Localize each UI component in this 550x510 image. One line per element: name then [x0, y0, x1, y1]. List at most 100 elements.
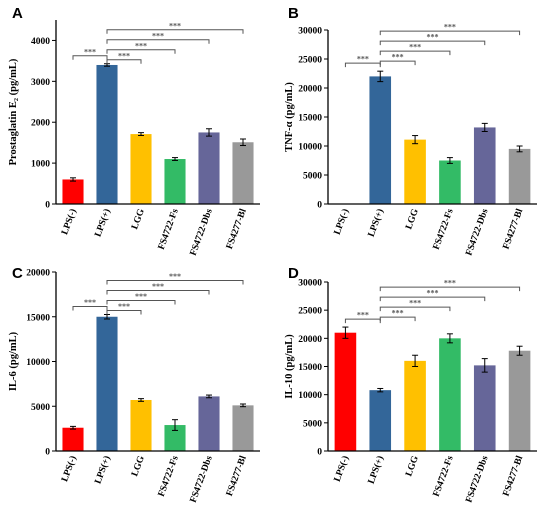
- y-tick-label: 30000: [298, 27, 322, 37]
- bar: [164, 159, 186, 204]
- y-tick-label: 25000: [298, 56, 322, 66]
- x-tick-label: FS4722-Dbs: [189, 207, 215, 257]
- significance-label: ***: [409, 43, 421, 52]
- y-tick-label: 15000: [298, 363, 322, 373]
- significance-bracket: [106, 39, 210, 44]
- bar: [404, 139, 426, 204]
- bar: [130, 134, 152, 204]
- x-tick-label: FS4722-Fs: [157, 454, 181, 498]
- y-axis-label: TNF-α (pg/mL): [284, 82, 295, 152]
- significance-bracket: [106, 49, 176, 54]
- y-tick-label: 20000: [26, 269, 50, 279]
- x-tick-label: LPS(+): [93, 207, 113, 238]
- significance-label: ***: [357, 311, 369, 320]
- x-tick-label: FS4277-Bl: [502, 207, 526, 250]
- significance-bracket: [379, 286, 521, 292]
- y-tick-label: 20000: [298, 85, 322, 95]
- significance-label: ***: [152, 282, 164, 291]
- significance-bracket: [106, 310, 142, 315]
- significance-bracket: [72, 306, 108, 311]
- significance-label: ***: [357, 55, 369, 64]
- x-tick-label: FS4277-Bl: [225, 207, 249, 250]
- bar: [439, 338, 461, 451]
- significance-label: ***: [169, 272, 181, 281]
- x-tick-label: FS4722-Dbs: [189, 454, 215, 504]
- significance-bracket: [379, 40, 486, 46]
- bar: [473, 365, 496, 451]
- x-tick-label: FS4722-Fs: [157, 207, 181, 251]
- y-tick-label: 5000: [303, 419, 322, 429]
- significance-label: ***: [427, 33, 439, 42]
- x-tick-label: FS4722-Dbs: [464, 207, 490, 257]
- y-tick-label: 20000: [298, 335, 322, 345]
- x-tick-label: LPS(+): [366, 207, 386, 238]
- bar: [439, 160, 461, 204]
- x-tick-label: FS4722-Fs: [432, 454, 456, 498]
- x-tick-label: LPS(-): [59, 207, 79, 236]
- significance-bracket: [106, 300, 176, 305]
- panel-letter: B: [288, 5, 299, 22]
- chart-panel-a: A 0 1000 2000 3000 4000 Prostaglatin E₂ (pg/mL…: [8, 5, 260, 257]
- significance-label: ***: [152, 31, 164, 40]
- significance-bracket: [106, 59, 142, 64]
- bar: [164, 425, 186, 451]
- bar: [334, 332, 357, 451]
- x-tick-label: LGG: [130, 207, 147, 231]
- y-tick-label: 1000: [31, 160, 50, 170]
- bar: [369, 390, 392, 451]
- y-axis-label: IL-10 (pg/mL): [284, 334, 295, 399]
- y-tick-label: 10000: [298, 391, 322, 401]
- significance-bracket: [379, 296, 486, 302]
- panel-letter: A: [12, 5, 23, 22]
- y-tick-label: 5000: [303, 172, 322, 182]
- x-tick-label: LGG: [404, 207, 421, 231]
- y-tick-label: 15000: [26, 313, 50, 323]
- significance-bracket: [106, 290, 210, 295]
- y-tick-label: 4000: [31, 37, 50, 47]
- bar: [62, 427, 84, 451]
- chart-panel-c: C 0 5000 10000 15000 20000 IL-6 (pg/mL) *** *** *…: [8, 265, 260, 504]
- significance-label: ***: [84, 298, 96, 307]
- significance-label: ***: [444, 23, 456, 32]
- y-tick-label: 3000: [31, 78, 50, 88]
- y-tick-label: 0: [317, 201, 322, 211]
- bar: [369, 76, 392, 204]
- y-tick-label: 15000: [298, 114, 322, 124]
- bar: [198, 396, 220, 451]
- x-tick-label: LPS(+): [366, 454, 386, 485]
- x-tick-label: LPS(-): [332, 454, 352, 483]
- significance-bracket: [379, 50, 451, 56]
- x-tick-label: FS4277-Bl: [225, 454, 249, 497]
- bar: [62, 179, 84, 204]
- y-tick-label: 30000: [298, 279, 322, 289]
- bar: [198, 132, 220, 204]
- bar: [96, 64, 118, 204]
- y-axis-label: Prostaglatin E₂ (pg/mL): [8, 58, 19, 165]
- chart-panel-d: D 0 5000 10000 15000 20000 25000 30000 IL-10 (pg…: [284, 265, 537, 504]
- y-tick-label: 2000: [31, 119, 50, 129]
- x-tick-label: FS4277-Bl: [502, 454, 526, 497]
- x-tick-label: LGG: [130, 454, 147, 478]
- bar: [96, 316, 118, 451]
- significance-label: ***: [169, 21, 181, 30]
- significance-label: ***: [392, 309, 404, 318]
- panel-letter: C: [12, 265, 23, 282]
- significance-label: ***: [84, 47, 96, 56]
- x-tick-label: LPS(-): [332, 207, 352, 236]
- bar: [508, 148, 531, 204]
- significance-label: ***: [444, 279, 456, 288]
- chart-panel-b: B 0 5000 10000 15000 20000 25000 30000 TNF-α (pg…: [284, 5, 537, 257]
- x-tick-label: FS4722-Fs: [432, 207, 456, 251]
- significance-label: ***: [392, 53, 404, 62]
- y-tick-label: 25000: [298, 307, 322, 317]
- significance-bracket: [379, 316, 416, 322]
- bar: [232, 142, 254, 204]
- panel-letter: D: [288, 265, 299, 282]
- y-tick-label: 0: [45, 201, 50, 211]
- significance-bracket: [379, 306, 451, 312]
- significance-label: ***: [118, 51, 130, 60]
- y-tick-label: 0: [45, 448, 50, 458]
- significance-label: ***: [118, 302, 130, 311]
- significance-label: ***: [427, 289, 439, 298]
